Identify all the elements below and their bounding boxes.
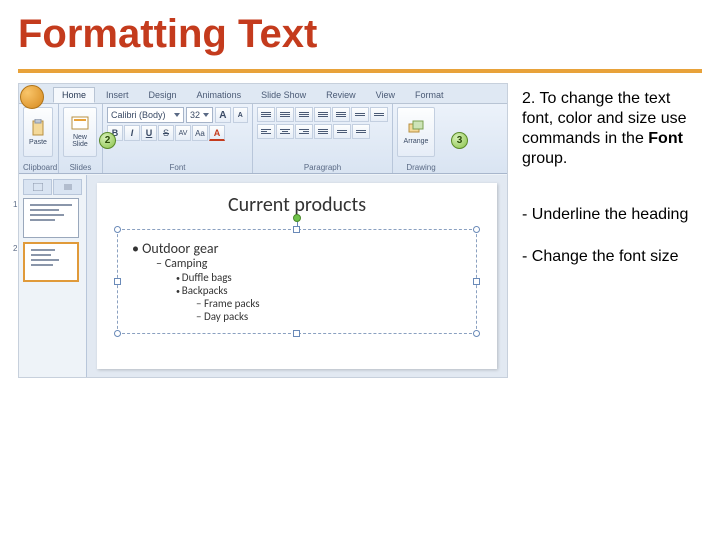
slide-canvas: Current products Outdoor gear Camp bbox=[87, 175, 507, 377]
columns-button[interactable] bbox=[333, 124, 351, 139]
align-right-button[interactable] bbox=[295, 124, 313, 139]
ribbon-body: Paste Clipboard NewSlide Slides bbox=[19, 104, 507, 174]
tab-animations[interactable]: Animations bbox=[188, 87, 251, 103]
clipboard-label: Clipboard bbox=[23, 162, 54, 172]
align-left-button[interactable] bbox=[257, 124, 275, 139]
slides-tab[interactable] bbox=[23, 179, 52, 195]
group-drawing: Arrange Drawing bbox=[393, 104, 449, 173]
slides-label: Slides bbox=[63, 162, 98, 172]
resize-handle[interactable] bbox=[114, 226, 121, 233]
instr-bold: Font bbox=[648, 130, 683, 147]
rotate-handle[interactable] bbox=[293, 214, 301, 222]
sub-instruction-2: - Change the font size bbox=[522, 247, 702, 267]
resize-handle[interactable] bbox=[293, 226, 300, 233]
italic-button[interactable]: I bbox=[124, 125, 140, 141]
tab-slideshow[interactable]: Slide Show bbox=[252, 87, 315, 103]
font-color-button[interactable]: A bbox=[209, 125, 225, 141]
arrange-button[interactable]: Arrange bbox=[397, 107, 435, 157]
bullet-level-4: Frame packs bbox=[196, 297, 462, 310]
paste-label: Paste bbox=[29, 139, 47, 146]
numbering-button[interactable] bbox=[276, 107, 294, 122]
slide: Current products Outdoor gear Camp bbox=[97, 183, 497, 369]
outline-tab[interactable] bbox=[53, 179, 82, 195]
bullet-level-3: Duffle bags bbox=[176, 271, 462, 284]
font-name-value: Calibri (Body) bbox=[111, 110, 166, 120]
group-paragraph: Paragraph bbox=[253, 104, 393, 173]
content-row: Home Insert Design Animations Slide Show… bbox=[0, 83, 720, 378]
resize-handle[interactable] bbox=[473, 278, 480, 285]
powerpoint-screenshot: Home Insert Design Animations Slide Show… bbox=[18, 83, 508, 378]
resize-handle[interactable] bbox=[293, 330, 300, 337]
font-name-selector[interactable]: Calibri (Body) bbox=[107, 107, 184, 123]
paste-button[interactable]: Paste bbox=[23, 107, 53, 157]
resize-handle[interactable] bbox=[473, 330, 480, 337]
bullet-level-3: Backpacks bbox=[176, 284, 462, 297]
case-button[interactable]: Aa bbox=[192, 125, 208, 141]
paragraph-label: Paragraph bbox=[257, 162, 388, 172]
slide-thumbnail-1[interactable] bbox=[23, 198, 79, 238]
text-direction-button[interactable] bbox=[351, 107, 369, 122]
office-button[interactable] bbox=[20, 85, 44, 109]
chevron-down-icon bbox=[203, 113, 209, 117]
spacing-button[interactable]: AV bbox=[175, 125, 191, 141]
callout-2: 2 bbox=[99, 132, 116, 149]
group-clipboard: Paste Clipboard bbox=[19, 104, 59, 173]
thumb-number-2: 2 bbox=[13, 244, 17, 253]
callout-3: 3 bbox=[451, 132, 468, 149]
thumbnail-panel: 1 2 bbox=[19, 175, 87, 377]
sub-instruction-1: - Underline the heading bbox=[522, 205, 702, 225]
underline-button[interactable]: U bbox=[141, 125, 157, 141]
page-title: Formatting Text bbox=[0, 0, 720, 63]
font-label: Font bbox=[107, 162, 248, 172]
tab-design[interactable]: Design bbox=[140, 87, 186, 103]
align-text-button[interactable] bbox=[370, 107, 388, 122]
workspace: 1 2 bbox=[19, 175, 507, 377]
slide-thumbnail-2[interactable] bbox=[23, 242, 79, 282]
content-textbox[interactable]: Outdoor gear Camping Duffle bags Backpac… bbox=[117, 229, 477, 334]
title-underline bbox=[18, 69, 702, 73]
bullets-button[interactable] bbox=[257, 107, 275, 122]
font-size-value: 32 bbox=[190, 110, 200, 120]
convert-smartart-button[interactable] bbox=[352, 124, 370, 139]
resize-handle[interactable] bbox=[114, 278, 121, 285]
tab-format[interactable]: Format bbox=[406, 87, 453, 103]
tab-insert[interactable]: Insert bbox=[97, 87, 138, 103]
grow-font-button[interactable]: A bbox=[215, 107, 230, 123]
instr-post: group. bbox=[522, 150, 567, 167]
increase-indent-button[interactable] bbox=[314, 107, 332, 122]
instruction-column: 2. To change the text font, color and si… bbox=[522, 83, 702, 378]
align-center-button[interactable] bbox=[276, 124, 294, 139]
new-slide-label: NewSlide bbox=[72, 134, 88, 148]
font-size-selector[interactable]: 32 bbox=[186, 107, 213, 123]
drawing-label: Drawing bbox=[397, 162, 445, 172]
resize-handle[interactable] bbox=[473, 226, 480, 233]
decrease-indent-button[interactable] bbox=[295, 107, 313, 122]
ribbon-tabs: Home Insert Design Animations Slide Show… bbox=[19, 84, 507, 104]
bullet-level-4: Day packs bbox=[196, 310, 462, 323]
strike-button[interactable]: S bbox=[158, 125, 174, 141]
group-slides: NewSlide Slides bbox=[59, 104, 103, 173]
tab-view[interactable]: View bbox=[367, 87, 404, 103]
instruction-text: 2. To change the text font, color and si… bbox=[522, 89, 702, 169]
chevron-down-icon bbox=[174, 113, 180, 117]
group-font: Calibri (Body) 32 A A B I U bbox=[103, 104, 253, 173]
justify-button[interactable] bbox=[314, 124, 332, 139]
bullet-level-1: Outdoor gear bbox=[132, 240, 462, 257]
thumb-number-1: 1 bbox=[13, 200, 17, 209]
line-spacing-button[interactable] bbox=[332, 107, 350, 122]
resize-handle[interactable] bbox=[114, 330, 121, 337]
shrink-font-button[interactable]: A bbox=[233, 107, 248, 123]
tab-home[interactable]: Home bbox=[53, 87, 95, 103]
arrange-label: Arrange bbox=[404, 138, 429, 145]
tab-review[interactable]: Review bbox=[317, 87, 365, 103]
bullet-level-2: Camping bbox=[156, 257, 462, 271]
new-slide-button[interactable]: NewSlide bbox=[63, 107, 97, 157]
